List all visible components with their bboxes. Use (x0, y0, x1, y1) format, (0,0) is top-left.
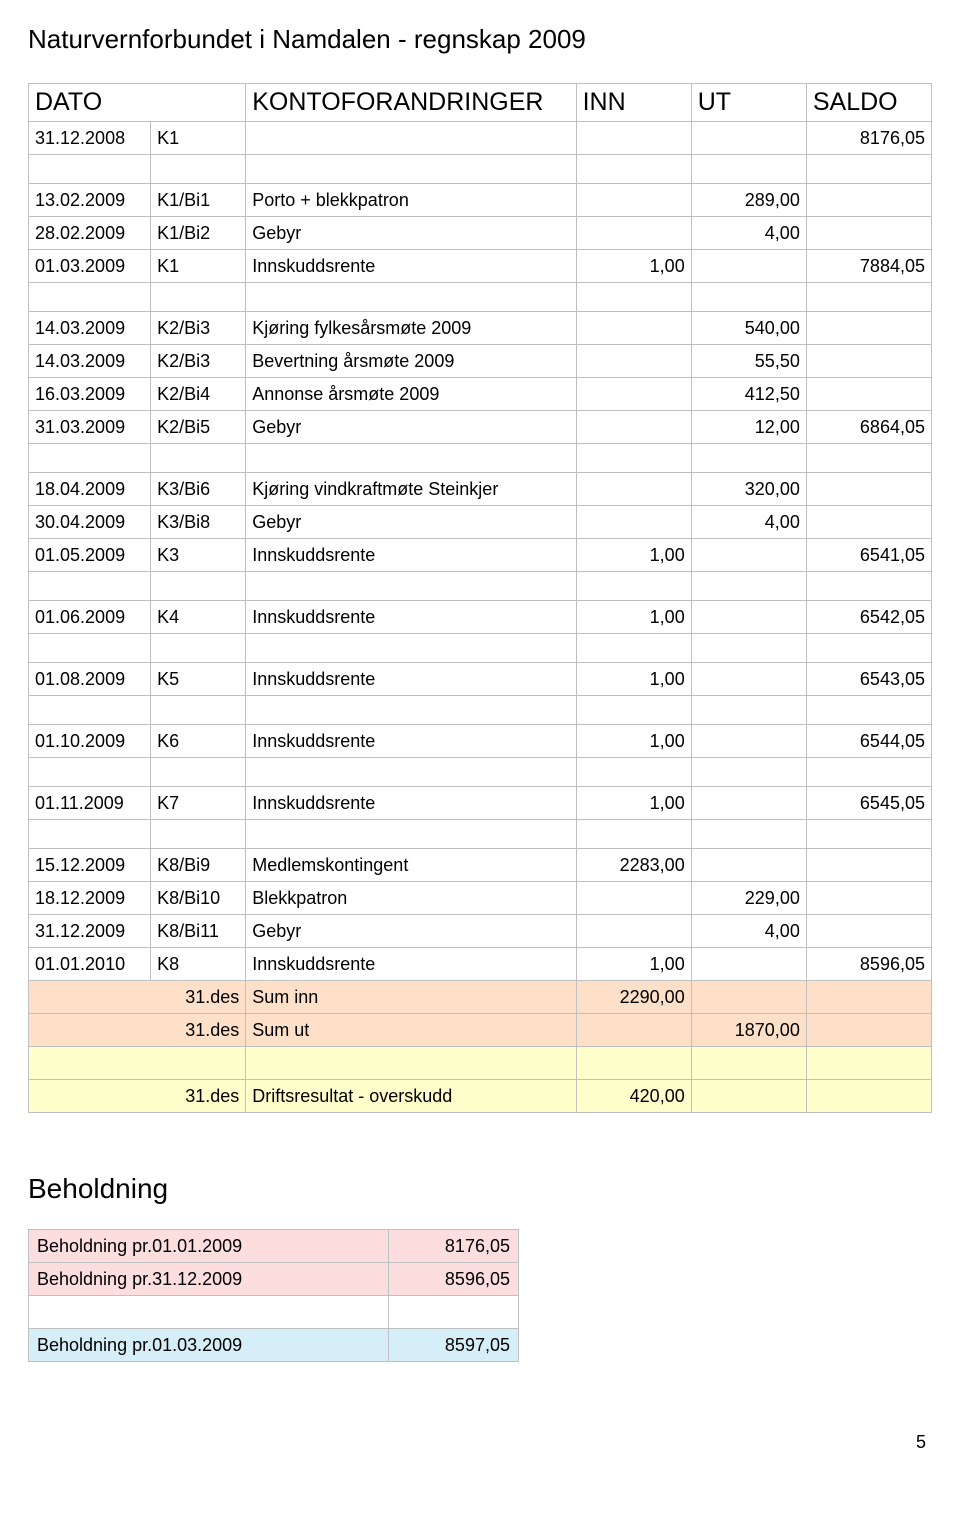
table-row (29, 444, 932, 473)
table-row: 18.04.2009K3/Bi6Kjøring vindkraftmøte St… (29, 473, 932, 506)
table-row: 31.desSum ut1870,00 (29, 1014, 932, 1047)
table-row: 15.12.2009K8/Bi9Medlemskontingent2283,00 (29, 849, 932, 882)
col-saldo: SALDO (806, 84, 931, 122)
beholdning-title: Beholdning (28, 1173, 932, 1205)
table-row: Beholdning pr.31.12.20098596,05 (29, 1263, 519, 1296)
table-row (29, 1047, 932, 1080)
table-row: 31.03.2009K2/Bi5Gebyr12,006864,05 (29, 411, 932, 444)
table-row: 01.10.2009K6Innskuddsrente1,006544,05 (29, 725, 932, 758)
table-row: 28.02.2009K1/Bi2Gebyr4,00 (29, 217, 932, 250)
col-ut: UT (691, 84, 806, 122)
ledger-header-row: DATO KONTOFORANDRINGER INN UT SALDO (29, 84, 932, 122)
table-row (29, 283, 932, 312)
col-dato: DATO (29, 84, 246, 122)
table-row: 31.desDriftsresultat - overskudd420,00 (29, 1080, 932, 1113)
table-row: 31.desSum inn2290,00 (29, 981, 932, 1014)
col-konto: KONTOFORANDRINGER (246, 84, 576, 122)
table-row: 31.12.2008K18176,05 (29, 122, 932, 155)
table-row (29, 758, 932, 787)
table-row: 01.08.2009K5Innskuddsrente1,006543,05 (29, 663, 932, 696)
table-row (29, 634, 932, 663)
table-row (29, 1296, 519, 1329)
page-title: Naturvernforbundet i Namdalen - regnskap… (28, 24, 932, 55)
beholdning-table: Beholdning pr.01.01.20098176,05Beholdnin… (28, 1229, 519, 1362)
table-row (29, 155, 932, 184)
table-row: 01.03.2009K1Innskuddsrente1,007884,05 (29, 250, 932, 283)
table-row: 01.05.2009K3Innskuddsrente1,006541,05 (29, 539, 932, 572)
col-inn: INN (576, 84, 691, 122)
ledger-table: DATO KONTOFORANDRINGER INN UT SALDO 31.1… (28, 83, 932, 1113)
table-row (29, 572, 932, 601)
table-row: Beholdning pr.01.03.20098597,05 (29, 1329, 519, 1362)
table-row: 16.03.2009K2/Bi4Annonse årsmøte 2009412,… (29, 378, 932, 411)
table-row: 13.02.2009K1/Bi1Porto + blekkpatron289,0… (29, 184, 932, 217)
table-row: Beholdning pr.01.01.20098176,05 (29, 1230, 519, 1263)
table-row: 31.12.2009K8/Bi11Gebyr4,00 (29, 915, 932, 948)
table-row (29, 820, 932, 849)
table-row: 01.11.2009K7Innskuddsrente1,006545,05 (29, 787, 932, 820)
table-row: 30.04.2009K3/Bi8Gebyr4,00 (29, 506, 932, 539)
page-number: 5 (28, 1432, 932, 1453)
table-row: 14.03.2009K2/Bi3Kjøring fylkesårsmøte 20… (29, 312, 932, 345)
table-row: 18.12.2009K8/Bi10Blekkpatron229,00 (29, 882, 932, 915)
table-row: 01.06.2009K4Innskuddsrente1,006542,05 (29, 601, 932, 634)
table-row: 01.01.2010K8Innskuddsrente1,008596,05 (29, 948, 932, 981)
table-row: 14.03.2009K2/Bi3Bevertning årsmøte 20095… (29, 345, 932, 378)
table-row (29, 696, 932, 725)
